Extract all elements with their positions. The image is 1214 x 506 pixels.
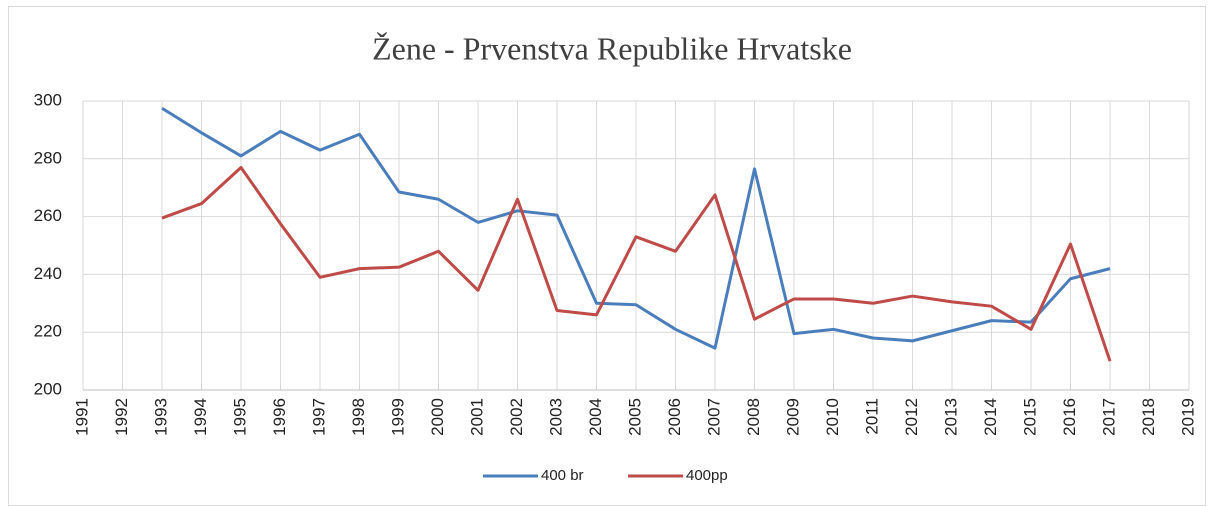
x-tick-label: 1996 [270,398,289,436]
x-tick-label: 2016 [1060,398,1079,436]
y-tick-label: 280 [34,148,62,167]
x-tick-label: 2017 [1099,398,1118,436]
x-tick-label: 1991 [72,398,91,436]
x-tick-label: 2019 [1178,398,1197,436]
chart-frame [8,6,1206,506]
x-tick-label: 2008 [744,398,763,436]
chart-title: Žene - Prvenstva Republike Hrvatske [372,30,852,66]
y-tick-label: 300 [34,90,62,109]
x-tick-label: 1997 [309,398,328,436]
x-tick-label: 2006 [665,398,684,436]
x-tick-label: 2014 [981,398,1000,436]
x-tick-label: 2010 [823,398,842,436]
x-tick-label: 2002 [507,398,526,436]
x-tick-label: 2013 [941,398,960,436]
x-tick-label: 2004 [586,398,605,436]
x-tick-label: 1992 [112,398,131,436]
legend-label: 400 br [541,467,584,484]
x-tick-label: 1995 [230,398,249,436]
y-tick-label: 200 [34,379,62,398]
x-tick-label: 2018 [1139,398,1158,436]
series-line [161,165,1112,362]
x-tick-label: 2009 [783,398,802,436]
y-tick-label: 220 [34,322,62,341]
x-tick-label: 1999 [388,398,407,436]
legend-label: 400pp [686,467,728,484]
x-tick-label: 2005 [625,398,644,436]
x-tick-label: 2000 [428,398,447,436]
x-tick-label: 1993 [151,398,170,436]
x-tick-label: 2001 [467,398,486,436]
series-line [161,106,1111,350]
x-tick-label: 2003 [546,398,565,436]
x-tick-label: 1994 [191,398,210,436]
x-tick-label: 2011 [862,398,881,435]
x-tick-label: 2012 [902,398,921,436]
x-tick-label: 1998 [349,398,368,436]
x-tick-label: 2007 [704,398,723,436]
x-tick-label: 2015 [1020,398,1039,436]
y-tick-label: 240 [34,264,62,283]
y-tick-label: 260 [34,206,62,225]
